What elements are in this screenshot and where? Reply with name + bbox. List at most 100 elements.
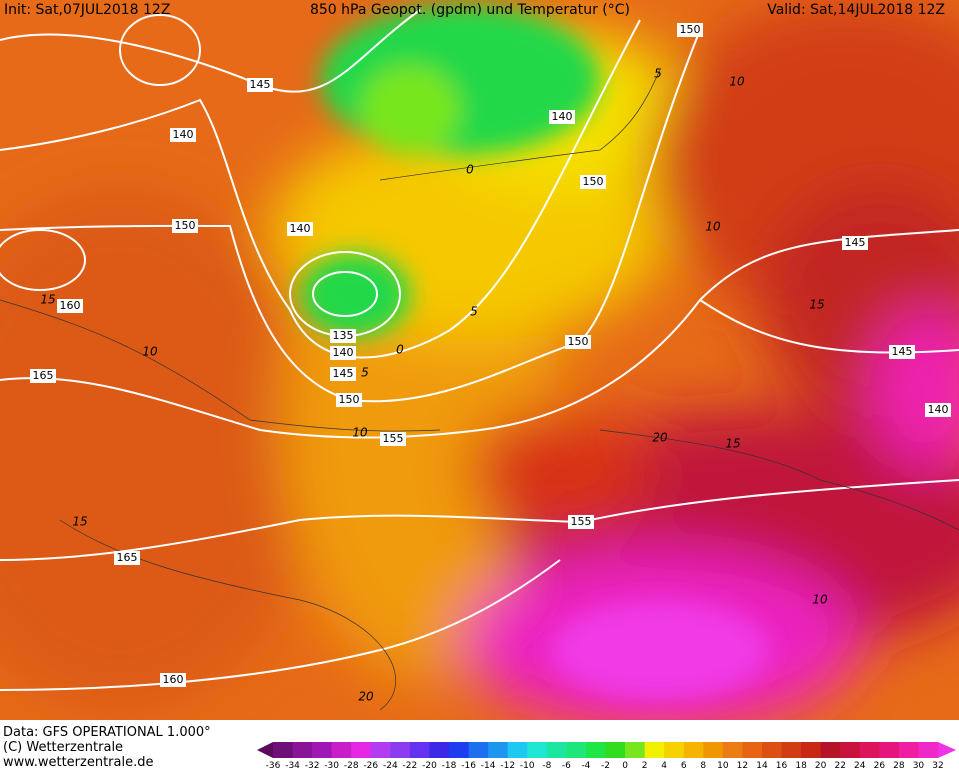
- scale-swatch: [879, 742, 900, 758]
- scale-label: -24: [383, 761, 398, 770]
- scale-swatch: [605, 742, 626, 758]
- scale-label: -22: [403, 761, 418, 770]
- geopotential-label: 150: [568, 335, 589, 348]
- scale-swatch: [331, 742, 352, 758]
- geopotential-label: 135: [333, 329, 354, 342]
- temperature-label: 5: [654, 67, 662, 81]
- label-box: [380, 432, 406, 446]
- scale-swatch: [468, 742, 489, 758]
- label-box: [30, 369, 56, 383]
- label-box: [247, 78, 273, 92]
- scale-label: -34: [285, 761, 300, 770]
- scale-label: -12: [500, 761, 515, 770]
- geopotential-label: 140: [333, 346, 354, 359]
- scale-swatch: [429, 742, 450, 758]
- scale-label: -30: [324, 761, 339, 770]
- scale-label: -20: [422, 761, 437, 770]
- scale-label: -4: [581, 761, 590, 770]
- scale-label: -18: [442, 761, 457, 770]
- label-box: [172, 219, 198, 233]
- scale-swatch: [820, 742, 841, 758]
- init-time: Init: Sat,07JUL2018 12Z: [4, 2, 170, 18]
- label-box: [330, 346, 356, 360]
- geopotential-label: 150: [339, 393, 360, 406]
- scale-swatch: [742, 742, 763, 758]
- geopotential-label: 140: [552, 110, 573, 123]
- label-box: [565, 335, 591, 349]
- label-box: [330, 329, 356, 343]
- scale-swatch: [703, 742, 724, 758]
- scale-label: 32: [932, 761, 943, 770]
- scale-arrow: [257, 742, 273, 758]
- temperature-label: 20: [358, 690, 374, 704]
- scale-swatch: [859, 742, 880, 758]
- scale-label: 8: [700, 761, 706, 770]
- temperature-label: 15: [40, 293, 55, 307]
- scale-swatch: [566, 742, 587, 758]
- geopotential-label: 150: [583, 175, 604, 188]
- scale-swatch: [918, 742, 939, 758]
- temperature-label: 15: [809, 298, 824, 312]
- contour-labels: 1501451401401501401501451601351401501451…: [30, 23, 951, 704]
- scale-label: 6: [681, 761, 687, 770]
- scale-label: 20: [815, 761, 827, 770]
- label-box: [160, 673, 186, 687]
- temperature-label: 0: [396, 343, 404, 357]
- scale-label: -6: [562, 761, 571, 770]
- label-box: [287, 222, 313, 236]
- scale-label: 28: [893, 761, 905, 770]
- label-box: [580, 175, 606, 189]
- geopotential-label: 155: [383, 432, 404, 445]
- valid-time: Valid: Sat,14JUL2018 12Z: [767, 2, 945, 18]
- scale-label: 26: [874, 761, 886, 770]
- scale-swatch: [507, 742, 528, 758]
- scale-label: -16: [461, 761, 476, 770]
- temperature-label: 20: [652, 431, 668, 445]
- scale-swatch: [898, 742, 919, 758]
- scale-swatch: [351, 742, 372, 758]
- scale-swatch: [449, 742, 470, 758]
- label-box: [842, 236, 868, 250]
- website: www.wetterzentrale.de: [3, 755, 153, 770]
- temperature-label: 5: [470, 305, 478, 319]
- scale-swatch: [585, 742, 606, 758]
- label-box: [170, 128, 196, 142]
- geopotential-label: 165: [117, 551, 138, 564]
- scale-label: -36: [266, 761, 281, 770]
- scale-label: -28: [344, 761, 359, 770]
- scale-swatch: [722, 742, 743, 758]
- scale-swatch: [370, 742, 391, 758]
- scale-swatch: [664, 742, 685, 758]
- geopotential-label: 145: [845, 236, 866, 249]
- geopotential-label: 160: [163, 673, 184, 686]
- scale-swatch: [761, 742, 783, 758]
- geopotential-label: 155: [571, 515, 592, 528]
- scale-swatch: [312, 742, 333, 758]
- scale-label: -2: [601, 761, 610, 770]
- scale-label: -14: [481, 761, 496, 770]
- temperature-label: 15: [725, 437, 740, 451]
- geopotential-label: 140: [928, 403, 949, 416]
- scale-label: -8: [542, 761, 551, 770]
- scale-swatch: [409, 742, 430, 758]
- label-box: [889, 345, 915, 359]
- scale-swatch: [390, 742, 411, 758]
- label-box: [925, 403, 951, 417]
- geopotential-label: 145: [892, 345, 913, 358]
- geopotential-label: 145: [333, 367, 354, 380]
- scale-label: 22: [834, 761, 845, 770]
- scale-swatch: [292, 742, 313, 758]
- geopotential-label: 140: [290, 222, 311, 235]
- scale-swatch: [683, 742, 704, 758]
- copyright: (C) Wetterzentrale: [3, 740, 123, 755]
- scale-label: 18: [795, 761, 807, 770]
- scale-label: 10: [717, 761, 729, 770]
- scale-label: 2: [642, 761, 648, 770]
- scale-label: 0: [622, 761, 628, 770]
- scale-swatch: [801, 742, 822, 758]
- scale-label: 30: [913, 761, 925, 770]
- scale-label: 12: [737, 761, 748, 770]
- scale-swatch: [488, 742, 509, 758]
- temperature-label: 0: [466, 163, 474, 177]
